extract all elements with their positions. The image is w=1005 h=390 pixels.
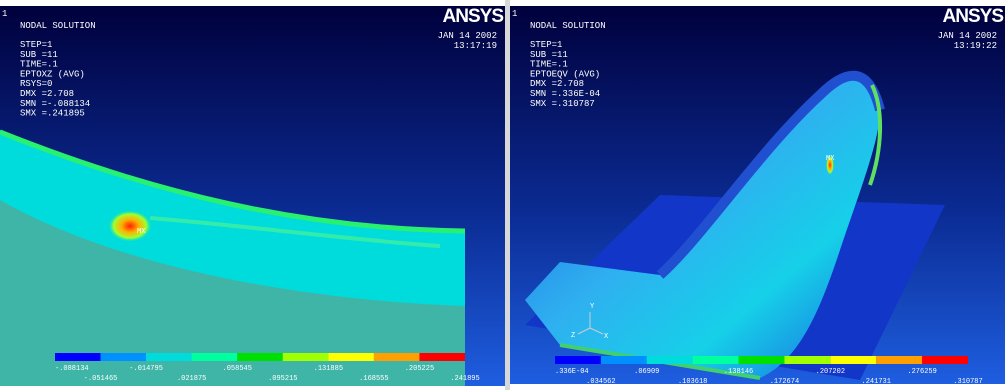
legend-band — [555, 356, 601, 364]
right-viewport — [510, 6, 1005, 384]
header-line: SUB =11 — [530, 50, 568, 60]
separator — [505, 0, 510, 390]
legend-band — [693, 356, 739, 364]
plot-date: JAN 14 2002 — [438, 31, 497, 41]
legend-label: .336E-04 — [555, 368, 589, 376]
legend-label: .310787 — [953, 378, 982, 386]
max-marker: MX — [137, 228, 146, 236]
screenshot: 1NODAL SOLUTIONSTEP=1SUB =11TIME=.1EPTOX… — [0, 0, 1005, 390]
legend-label: -.051465 — [84, 375, 118, 383]
header-line: RSYS=0 — [20, 79, 52, 89]
ansys-logo: ANSYS — [443, 6, 504, 27]
legend-band — [146, 353, 192, 361]
window-number: 1 — [512, 9, 517, 19]
legend-label: .207202 — [816, 368, 845, 376]
legend-band — [419, 353, 465, 361]
header-line: SMX =.310787 — [530, 99, 595, 109]
legend-label: .095215 — [268, 375, 297, 383]
header-line: SUB =11 — [20, 50, 58, 60]
legend-label: .205225 — [405, 365, 434, 373]
legend-band — [601, 356, 647, 364]
legend-label: .131885 — [314, 365, 343, 373]
legend-label: .241731 — [862, 378, 891, 386]
header-line: DMX =2.708 — [20, 89, 74, 99]
plot-date: JAN 14 2002 — [938, 31, 997, 41]
triad-label: Z — [571, 332, 575, 340]
legend-label: .021875 — [177, 375, 206, 383]
legend-band — [55, 353, 101, 361]
legend-band — [328, 353, 374, 361]
legend-band — [374, 353, 420, 361]
legend-band — [922, 356, 968, 364]
legend-label: .06909 — [634, 368, 659, 376]
header-line: DMX =2.708 — [530, 79, 584, 89]
plot-time: 13:19:22 — [954, 41, 997, 51]
header-line: TIME=.1 — [530, 60, 568, 70]
max-marker: MX — [826, 155, 835, 163]
header-line: SMN =.336E-04 — [530, 89, 600, 99]
legend-band — [876, 356, 922, 364]
header-line: NODAL SOLUTION — [530, 21, 606, 31]
legend-band — [830, 356, 876, 364]
legend-band — [237, 353, 283, 361]
header-line: STEP=1 — [20, 40, 52, 50]
legend-label: .103618 — [678, 378, 707, 386]
legend-label: .172674 — [770, 378, 799, 386]
header-line: NODAL SOLUTION — [20, 21, 96, 31]
ansys-logo: ANSYS — [943, 6, 1004, 27]
header-line: SMX =.241895 — [20, 109, 85, 119]
legend-label: .168555 — [359, 375, 388, 383]
legend-label: .138146 — [724, 368, 753, 376]
header-line: EPTOEQV (AVG) — [530, 69, 600, 79]
plot-time: 13:17:19 — [454, 41, 497, 51]
hot-spot — [108, 210, 152, 242]
legend-band — [283, 353, 329, 361]
legend-label: .058545 — [223, 365, 252, 373]
header-line: STEP=1 — [530, 40, 562, 50]
legend-band — [784, 356, 830, 364]
legend-label: -.014795 — [129, 365, 163, 373]
legend-band — [739, 356, 785, 364]
header-line: EPTOXZ (AVG) — [20, 69, 85, 79]
header-line: SMN =-.088134 — [20, 99, 90, 109]
legend-label: .241895 — [450, 375, 479, 383]
legend-label: .276259 — [907, 368, 936, 376]
header-line: TIME=.1 — [20, 60, 58, 70]
legend-band — [647, 356, 693, 364]
left-viewport — [0, 6, 505, 386]
window-number: 1 — [2, 9, 7, 19]
legend-band — [192, 353, 238, 361]
legend-label: -.088134 — [55, 365, 89, 373]
legend-band — [101, 353, 147, 361]
legend-label: .034562 — [586, 378, 615, 386]
